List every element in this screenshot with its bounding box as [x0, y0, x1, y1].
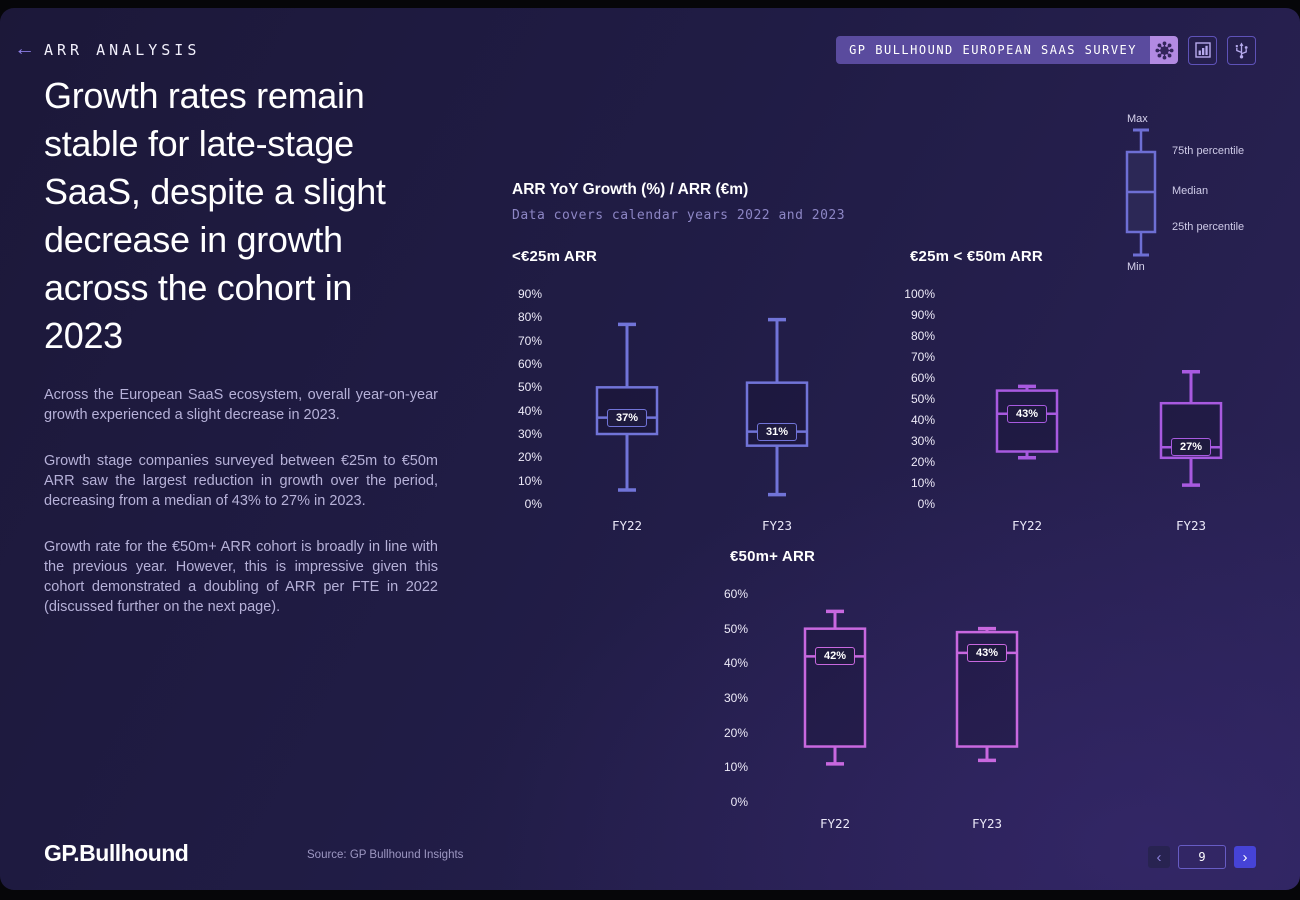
next-page-button[interactable]: ›	[1234, 846, 1256, 868]
y-axis-tick-label: 50%	[910, 392, 935, 406]
legend-median-label: Median	[1172, 185, 1209, 197]
chart-title: €50m+ ARR	[730, 548, 816, 565]
category-label: FY23	[761, 518, 793, 533]
y-axis-tick-label: 90%	[910, 308, 935, 322]
plot-area: 43% FY22 27% FY23	[939, 280, 1275, 533]
median-value-label: 42%	[814, 647, 856, 666]
y-axis-tick-label: 0%	[730, 795, 748, 809]
category-label: FY23	[1175, 518, 1207, 533]
median-value-label: 31%	[756, 422, 798, 441]
median-value-label: 43%	[1006, 404, 1048, 423]
y-axis-tick-label: 100%	[904, 287, 935, 301]
pagination: ‹ 9 ›	[1148, 845, 1256, 869]
source-text: Source: GP Bullhound Insights	[307, 849, 464, 861]
boxplot-chart-25m-50m-arr: €25m < €50m ARR 100% 90% 80% 70% 60% 50% 40% 30…	[897, 248, 1275, 533]
legend-max-label: Max	[1127, 113, 1148, 125]
y-axis-tick-label: 20%	[517, 450, 542, 465]
legend-boxplot-glyph	[1125, 128, 1157, 257]
category-label: FY22	[819, 816, 851, 831]
boxplot-legend: Max Min 75th percentile Median 25th perc…	[1115, 108, 1295, 290]
plot-area: 37% FY22 31% FY23	[546, 280, 907, 533]
y-axis-tick-label: 70%	[910, 350, 935, 364]
boxplot-chart-50m-plus-arr: €50m+ ARR 60% 50% 40% 30% 20% 10% 0% 42% FY22 43…	[710, 548, 1088, 831]
back-arrow-icon[interactable]: ←	[14, 37, 35, 60]
body-paragraph: Across the European SaaS ecosystem, over…	[44, 387, 438, 423]
category-label: FY22	[1011, 518, 1043, 533]
category-label: FY23	[971, 816, 1003, 831]
y-axis-tick-label: 30%	[910, 434, 935, 448]
y-axis-tick-label: 60%	[723, 587, 748, 601]
y-axis-tick-label: 10%	[723, 760, 748, 775]
y-axis-tick-label: 60%	[517, 357, 542, 371]
chart-title: <€25m ARR	[512, 248, 598, 265]
left-text-column: Growth rates remain stable for late-stag…	[44, 72, 438, 643]
legend-p25-label: 25th percentile	[1172, 221, 1245, 233]
chart-section-subtitle: Data covers calendar years 2022 and 2023	[512, 208, 846, 223]
legend-p75-label: 75th percentile	[1172, 145, 1245, 157]
y-axis-tick-label: 80%	[910, 329, 935, 343]
slide-background: ← ARR ANALYSIS GP BULLHOUND EUROPEAN SAA…	[0, 8, 1300, 890]
section-label: ARR ANALYSIS	[44, 41, 201, 59]
chart-section-title: ARR YoY Growth (%) / ARR (€m)	[512, 181, 749, 198]
y-axis-tick-label: 40%	[723, 656, 748, 671]
boxplot-svg	[803, 609, 1019, 766]
y-axis-tick-label: 40%	[517, 403, 542, 418]
page-title: Growth rates remain stable for late-stag…	[44, 75, 386, 356]
y-axis-tick-label: 80%	[517, 310, 542, 325]
y-axis-tick-label: 60%	[910, 371, 935, 385]
y-axis-tick-label: 30%	[517, 427, 542, 441]
y-axis-tick-label: 10%	[517, 473, 542, 488]
y-axis-tick-label: 10%	[910, 476, 935, 490]
plot-area: 42% FY22 43% FY23	[752, 580, 1088, 831]
category-label: FY22	[611, 518, 643, 533]
body-paragraph: Growth stage companies surveyed between …	[44, 453, 438, 509]
chart-title: €25m < €50m ARR	[910, 248, 1043, 265]
usb-icon	[1235, 42, 1248, 58]
survey-badge-group: GP BULLHOUND EUROPEAN SAAS SURVEY	[836, 35, 1256, 65]
bar-chart-icon-button[interactable]	[1188, 35, 1217, 65]
y-axis-tick-label: 20%	[723, 725, 748, 740]
boxplot-svg	[595, 317, 809, 497]
y-axis-tick-label: 40%	[910, 413, 935, 427]
median-value-label: 37%	[606, 408, 648, 427]
legend-min-label: Min	[1127, 261, 1145, 273]
survey-badge: GP BULLHOUND EUROPEAN SAAS SURVEY	[836, 36, 1150, 64]
y-axis-tick-label: 50%	[723, 621, 748, 636]
median-value-label: 27%	[1170, 438, 1212, 457]
y-axis-tick-label: 70%	[517, 333, 542, 348]
y-axis-tick-label: 90%	[517, 287, 542, 301]
boxplot-chart-lt25m-arr: <€25m ARR 90% 80% 70% 60% 50% 40% 30% 20% 10% 0% …	[512, 248, 907, 533]
bar-chart-icon	[1194, 42, 1211, 58]
median-value-label: 43%	[966, 643, 1008, 662]
virus-icon	[1150, 36, 1178, 64]
y-axis-tick-label: 0%	[917, 497, 935, 511]
previous-page-button[interactable]: ‹	[1148, 846, 1170, 868]
usb-icon-button[interactable]	[1227, 35, 1256, 65]
page-number: 9	[1178, 845, 1226, 869]
iqr-box	[803, 627, 867, 748]
gp-bullhound-logo: GP.Bullhound	[44, 840, 189, 866]
y-axis-tick-label: 20%	[910, 455, 935, 469]
y-axis-tick-label: 50%	[517, 380, 542, 395]
body-paragraph: Growth rate for the €50m+ ARR cohort is …	[44, 539, 438, 615]
y-axis-tick-label: 30%	[723, 691, 748, 705]
y-axis-tick-label: 0%	[524, 497, 542, 511]
boxplot-svg	[995, 369, 1223, 487]
